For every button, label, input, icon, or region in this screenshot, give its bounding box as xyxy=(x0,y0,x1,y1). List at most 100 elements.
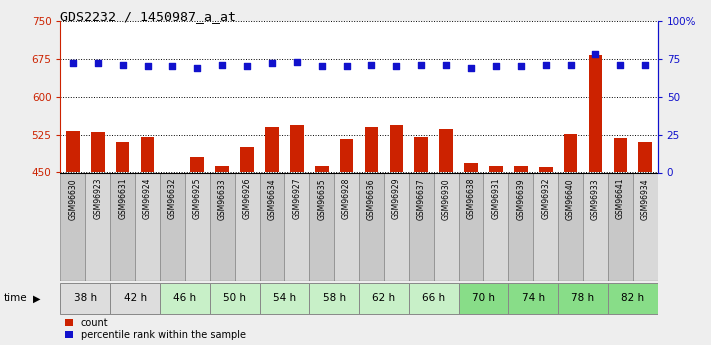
Text: 42 h: 42 h xyxy=(124,293,146,303)
Bar xyxy=(160,172,185,281)
Text: GSM96930: GSM96930 xyxy=(442,178,451,219)
Point xyxy=(589,51,601,57)
Point xyxy=(341,63,352,69)
Text: GSM96925: GSM96925 xyxy=(193,178,202,219)
Bar xyxy=(191,157,204,172)
Bar xyxy=(235,172,260,281)
Point xyxy=(92,60,104,66)
Bar xyxy=(135,172,160,281)
Text: GSM96926: GSM96926 xyxy=(242,178,252,219)
Text: GSM96641: GSM96641 xyxy=(616,178,625,219)
Text: GSM96631: GSM96631 xyxy=(118,178,127,219)
Bar xyxy=(215,166,229,172)
Bar xyxy=(116,142,129,172)
Text: GDS2232 / 1450987_a_at: GDS2232 / 1450987_a_at xyxy=(60,10,237,23)
Bar xyxy=(210,172,235,281)
Text: ▶: ▶ xyxy=(33,294,41,303)
Bar xyxy=(309,283,359,314)
Bar xyxy=(185,172,210,281)
Point xyxy=(614,62,626,68)
Bar xyxy=(260,283,309,314)
Text: 38 h: 38 h xyxy=(74,293,97,303)
Bar xyxy=(141,137,154,172)
Bar xyxy=(483,172,508,281)
Bar xyxy=(359,283,409,314)
Bar xyxy=(409,172,434,281)
Point xyxy=(415,62,427,68)
Point xyxy=(365,62,377,68)
Text: 50 h: 50 h xyxy=(223,293,246,303)
Text: 70 h: 70 h xyxy=(472,293,495,303)
Bar xyxy=(439,129,453,172)
Bar xyxy=(434,172,459,281)
Bar xyxy=(384,172,409,281)
Text: GSM96929: GSM96929 xyxy=(392,178,401,219)
Bar xyxy=(558,283,608,314)
Point xyxy=(266,60,277,66)
Text: 66 h: 66 h xyxy=(422,293,445,303)
Bar xyxy=(265,127,279,172)
Text: 54 h: 54 h xyxy=(273,293,296,303)
Point xyxy=(639,62,651,68)
Bar xyxy=(309,172,334,281)
Bar xyxy=(583,172,608,281)
Bar xyxy=(533,172,558,281)
Bar xyxy=(85,172,110,281)
Text: 58 h: 58 h xyxy=(323,293,346,303)
Text: GSM96928: GSM96928 xyxy=(342,178,351,219)
Text: GSM96639: GSM96639 xyxy=(516,178,525,219)
Bar xyxy=(284,172,309,281)
Point xyxy=(117,62,128,68)
Bar xyxy=(160,283,210,314)
Bar xyxy=(638,142,652,172)
Text: time: time xyxy=(4,294,27,303)
Bar xyxy=(558,172,583,281)
Text: GSM96636: GSM96636 xyxy=(367,178,376,219)
Bar xyxy=(210,283,260,314)
Text: 82 h: 82 h xyxy=(621,293,644,303)
Bar xyxy=(334,172,359,281)
Bar xyxy=(633,172,658,281)
Bar xyxy=(409,283,459,314)
Point xyxy=(565,62,576,68)
Bar xyxy=(415,137,428,172)
Point xyxy=(490,63,501,69)
Point xyxy=(166,63,178,69)
Bar xyxy=(60,172,85,281)
Bar xyxy=(66,130,80,172)
Bar xyxy=(539,167,552,172)
Bar xyxy=(459,172,483,281)
Text: GSM96640: GSM96640 xyxy=(566,178,575,219)
Text: 74 h: 74 h xyxy=(522,293,545,303)
Text: 46 h: 46 h xyxy=(173,293,196,303)
Bar xyxy=(91,132,105,172)
Bar xyxy=(608,283,658,314)
Bar xyxy=(589,55,602,172)
Point xyxy=(292,59,303,65)
Bar xyxy=(614,138,627,172)
Bar xyxy=(110,283,160,314)
Text: 62 h: 62 h xyxy=(373,293,395,303)
Point xyxy=(316,63,327,69)
Point xyxy=(515,63,526,69)
Point xyxy=(540,62,551,68)
Point xyxy=(241,63,253,69)
Bar xyxy=(315,166,328,172)
Bar xyxy=(340,139,353,172)
Point xyxy=(465,65,476,70)
Bar xyxy=(508,283,558,314)
Point xyxy=(216,62,228,68)
Bar xyxy=(365,127,378,172)
Point xyxy=(391,63,402,69)
Text: GSM96932: GSM96932 xyxy=(541,178,550,219)
Text: GSM96634: GSM96634 xyxy=(267,178,277,219)
Text: GSM96633: GSM96633 xyxy=(218,178,227,219)
Bar xyxy=(464,164,478,172)
Text: GSM96635: GSM96635 xyxy=(317,178,326,219)
Text: GSM96924: GSM96924 xyxy=(143,178,152,219)
Bar xyxy=(489,166,503,172)
Bar xyxy=(240,147,254,172)
Bar xyxy=(260,172,284,281)
Point xyxy=(67,60,78,66)
Point xyxy=(141,63,154,69)
